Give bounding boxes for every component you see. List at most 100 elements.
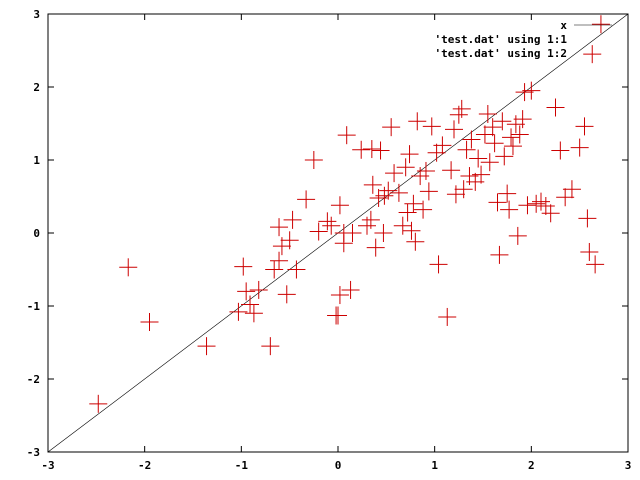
data-point [469, 149, 488, 168]
data-point [270, 218, 289, 237]
data-point [393, 216, 412, 235]
data-point [400, 145, 419, 164]
data-point [406, 232, 425, 251]
data-point [580, 242, 599, 261]
data-point [304, 151, 323, 169]
data-point [583, 45, 602, 64]
data-point [414, 200, 433, 219]
data-point [280, 231, 299, 250]
data-point [546, 98, 565, 117]
data-point [261, 337, 280, 356]
data-point [551, 141, 570, 160]
data-point [330, 196, 349, 215]
data-point [500, 200, 519, 219]
data-point [265, 260, 284, 279]
legend-label: x [560, 19, 567, 32]
data-point [382, 118, 401, 137]
data-point [361, 210, 380, 229]
x-tick-label: -1 [235, 459, 249, 472]
x-tick-label: 1 [431, 459, 438, 472]
data-point [287, 260, 306, 279]
data-point [485, 134, 504, 153]
data-point [433, 136, 452, 155]
data-point [575, 117, 594, 136]
data-point [404, 194, 423, 213]
data-point [419, 182, 438, 201]
x-tick-label: -3 [41, 459, 54, 472]
data-point [374, 224, 393, 242]
data-point [591, 15, 610, 34]
data-point [283, 210, 302, 229]
data-point [541, 204, 560, 223]
data-point [241, 295, 260, 314]
data-point [366, 238, 385, 257]
y-tick-label: -2 [27, 373, 40, 386]
data-point [488, 193, 507, 212]
data-point [483, 118, 502, 137]
data-point [197, 337, 216, 356]
data-point [277, 285, 296, 304]
data-point [119, 258, 138, 277]
data-point [337, 126, 356, 145]
data-point [234, 257, 253, 276]
data-point [322, 216, 341, 235]
data-point [480, 153, 499, 172]
y-tick-label: -1 [27, 300, 41, 313]
data-point [515, 83, 534, 102]
y-tick-label: 2 [33, 81, 40, 94]
legend: x'test.dat' using 1:1'test.dat' using 1:… [435, 19, 612, 60]
data-point [379, 181, 398, 200]
data-point [237, 282, 256, 301]
data-point [329, 306, 347, 325]
data-point [402, 221, 421, 240]
data-point [270, 251, 289, 270]
data-point [493, 112, 512, 131]
data-point [513, 110, 532, 129]
data-point [478, 105, 497, 124]
data-point [495, 147, 514, 166]
data-point [363, 175, 382, 194]
data-point [536, 196, 555, 215]
legend-label: 'test.dat' using 1:2 [435, 47, 567, 60]
data-point [385, 164, 404, 183]
data-point [330, 286, 349, 305]
data-point [556, 188, 575, 207]
data-point [586, 255, 605, 274]
data-point [475, 125, 494, 144]
data-point [532, 192, 550, 211]
data-point [408, 112, 427, 131]
y-tick-label: 3 [33, 8, 40, 21]
data-point [422, 117, 441, 136]
data-point [454, 180, 473, 199]
data-point [140, 313, 159, 332]
data-point [457, 140, 476, 159]
data-point [527, 194, 546, 213]
plot-area [47, 13, 629, 453]
y-tick-label: -3 [27, 446, 40, 459]
data-point [416, 161, 435, 180]
data-point [522, 81, 541, 100]
y-tick-label: 1 [33, 154, 40, 167]
data-point [334, 234, 353, 253]
data-point [362, 140, 381, 159]
data-point [510, 125, 529, 144]
axes: -3 -2 -1 0 1 2 3 -3 -2 -1 0 1 2 3 [27, 8, 632, 472]
data-point [352, 140, 371, 159]
data-point [249, 280, 268, 299]
data-point [498, 184, 517, 203]
data-point [429, 255, 448, 274]
data-point [341, 280, 360, 299]
data-point [490, 245, 509, 264]
data-point [518, 196, 537, 215]
data-point [343, 224, 362, 242]
x-tick-label: 0 [335, 459, 342, 472]
data-point [442, 161, 461, 180]
data-point [502, 128, 521, 147]
data-point [389, 183, 408, 202]
data-point [371, 141, 390, 160]
data-point [438, 307, 457, 326]
data-point [375, 186, 394, 205]
data-point [472, 165, 491, 184]
